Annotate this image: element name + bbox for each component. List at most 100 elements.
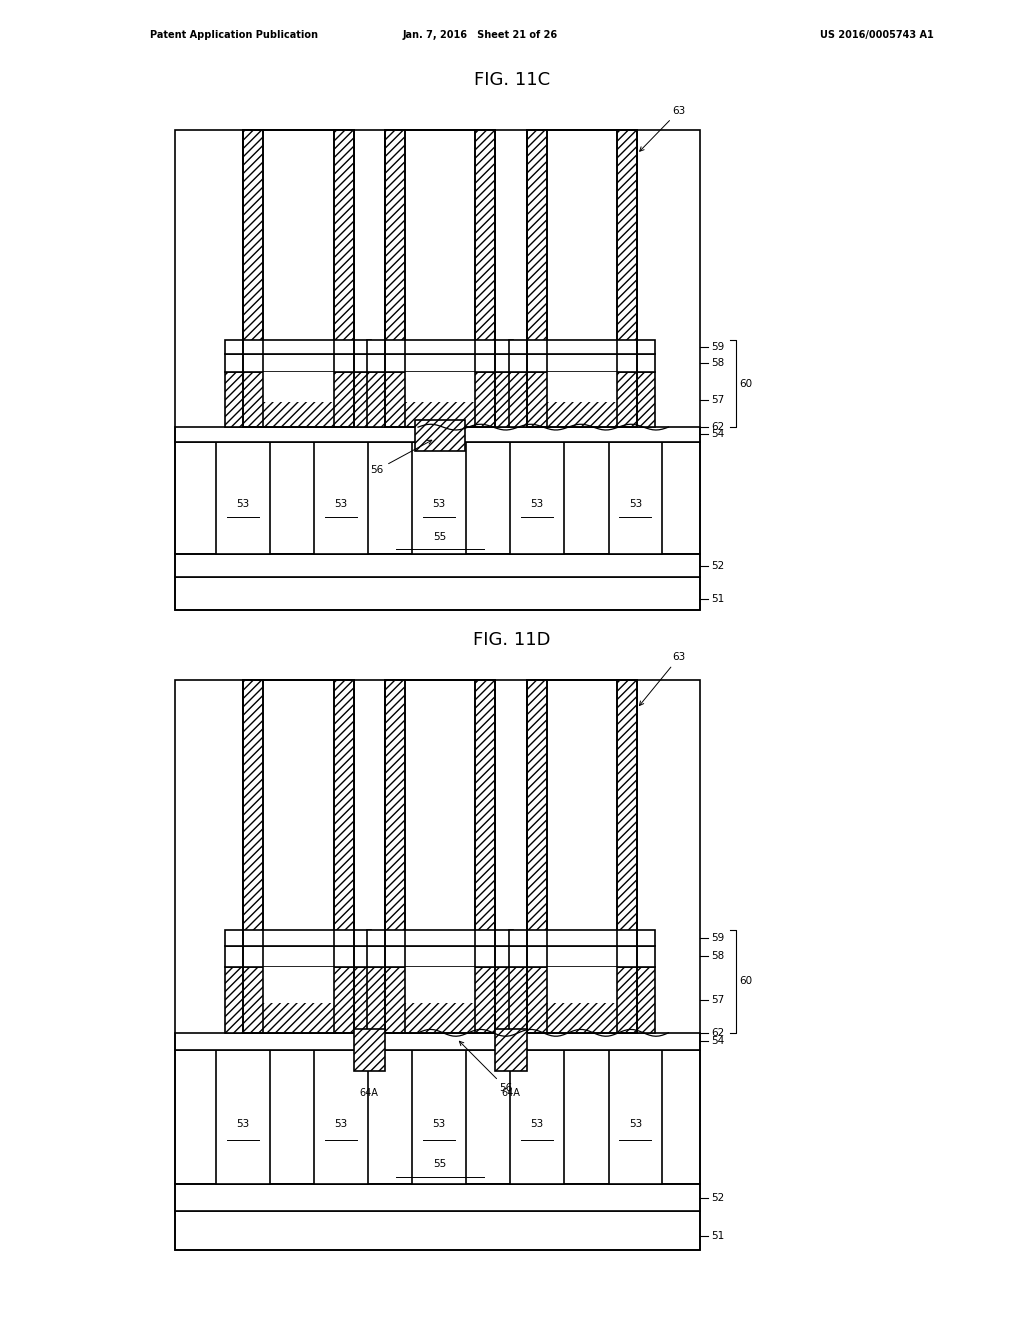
Bar — [608, 1049, 663, 1184]
Text: 52: 52 — [711, 1192, 724, 1203]
Bar — [526, 680, 637, 1032]
Bar — [509, 341, 655, 354]
Bar — [385, 680, 404, 1032]
Bar — [175, 1212, 700, 1250]
Bar — [526, 680, 637, 1032]
Bar — [334, 680, 353, 1032]
Bar — [368, 945, 513, 968]
Bar — [526, 129, 637, 428]
Bar — [385, 129, 404, 428]
Text: 58: 58 — [711, 952, 724, 961]
Text: 55: 55 — [433, 532, 446, 543]
Text: 63: 63 — [640, 106, 686, 152]
Bar — [509, 354, 655, 372]
Bar — [225, 354, 372, 372]
Text: 53: 53 — [432, 1118, 445, 1129]
Text: Patent Application Publication: Patent Application Publication — [150, 30, 318, 40]
Bar — [413, 441, 466, 554]
Bar — [175, 428, 700, 441]
Bar — [385, 680, 496, 1032]
Text: 53: 53 — [629, 499, 642, 508]
Bar — [475, 129, 496, 428]
Text: 56: 56 — [370, 441, 432, 475]
Bar — [334, 680, 353, 1032]
Bar — [263, 372, 334, 403]
Bar — [244, 680, 263, 1032]
Bar — [175, 129, 700, 610]
Bar — [225, 372, 372, 428]
Text: Jan. 7, 2016   Sheet 21 of 26: Jan. 7, 2016 Sheet 21 of 26 — [402, 30, 557, 40]
Bar — [385, 129, 496, 428]
Bar — [404, 968, 475, 1003]
Bar — [509, 968, 655, 1032]
Bar — [175, 680, 700, 1250]
Bar — [404, 372, 475, 403]
Bar — [263, 968, 334, 1003]
Bar — [244, 129, 263, 428]
Bar — [334, 129, 353, 428]
Text: 53: 53 — [237, 1118, 250, 1129]
Bar — [216, 441, 269, 554]
Bar — [475, 680, 496, 1032]
Bar — [617, 129, 637, 428]
Bar — [244, 129, 353, 428]
Text: 53: 53 — [432, 499, 445, 508]
Bar — [385, 129, 404, 428]
Text: 53: 53 — [237, 499, 250, 508]
Bar — [314, 1049, 368, 1184]
Bar — [216, 1049, 269, 1184]
Text: 53: 53 — [530, 1118, 544, 1129]
Bar — [475, 680, 496, 1032]
Bar — [526, 680, 547, 1032]
Bar — [547, 372, 617, 403]
Bar — [496, 1028, 526, 1072]
Bar — [175, 441, 700, 554]
Bar — [244, 680, 263, 1032]
Bar — [175, 1184, 700, 1212]
Bar — [509, 372, 655, 428]
Bar — [175, 1049, 700, 1184]
Bar — [225, 945, 372, 968]
Bar — [244, 129, 353, 428]
Text: 56: 56 — [460, 1041, 513, 1093]
Text: 54: 54 — [711, 1036, 724, 1047]
Bar — [511, 1049, 564, 1184]
Bar — [526, 129, 547, 428]
Text: 51: 51 — [711, 1232, 724, 1241]
Text: 53: 53 — [629, 1118, 642, 1129]
Bar — [368, 341, 513, 354]
Text: 53: 53 — [530, 499, 544, 508]
Bar — [509, 945, 655, 968]
Bar — [353, 1028, 385, 1072]
Bar — [175, 577, 700, 610]
Bar — [314, 441, 368, 554]
Text: FIG. 11C: FIG. 11C — [474, 71, 550, 88]
Bar — [475, 129, 496, 428]
Bar — [368, 354, 513, 372]
Bar — [244, 680, 353, 1032]
Text: 59: 59 — [711, 933, 724, 942]
Bar — [526, 129, 637, 428]
Bar — [526, 680, 547, 1032]
Bar — [175, 554, 700, 577]
Text: 58: 58 — [711, 358, 724, 368]
Text: 62: 62 — [711, 1028, 724, 1038]
Bar — [368, 372, 513, 428]
Bar — [385, 129, 496, 428]
Text: 54: 54 — [711, 429, 724, 440]
Text: 59: 59 — [711, 342, 724, 352]
Text: 55: 55 — [433, 1159, 446, 1168]
Bar — [416, 420, 465, 451]
Text: 62: 62 — [711, 422, 724, 432]
Text: 63: 63 — [639, 652, 686, 705]
Text: 57: 57 — [711, 395, 724, 404]
Bar — [368, 968, 513, 1032]
Bar — [225, 341, 372, 354]
Bar — [244, 129, 263, 428]
Bar — [509, 929, 655, 945]
Bar — [385, 680, 496, 1032]
Bar — [526, 129, 547, 428]
Bar — [175, 1032, 700, 1049]
Bar — [244, 680, 353, 1032]
Bar — [225, 929, 372, 945]
